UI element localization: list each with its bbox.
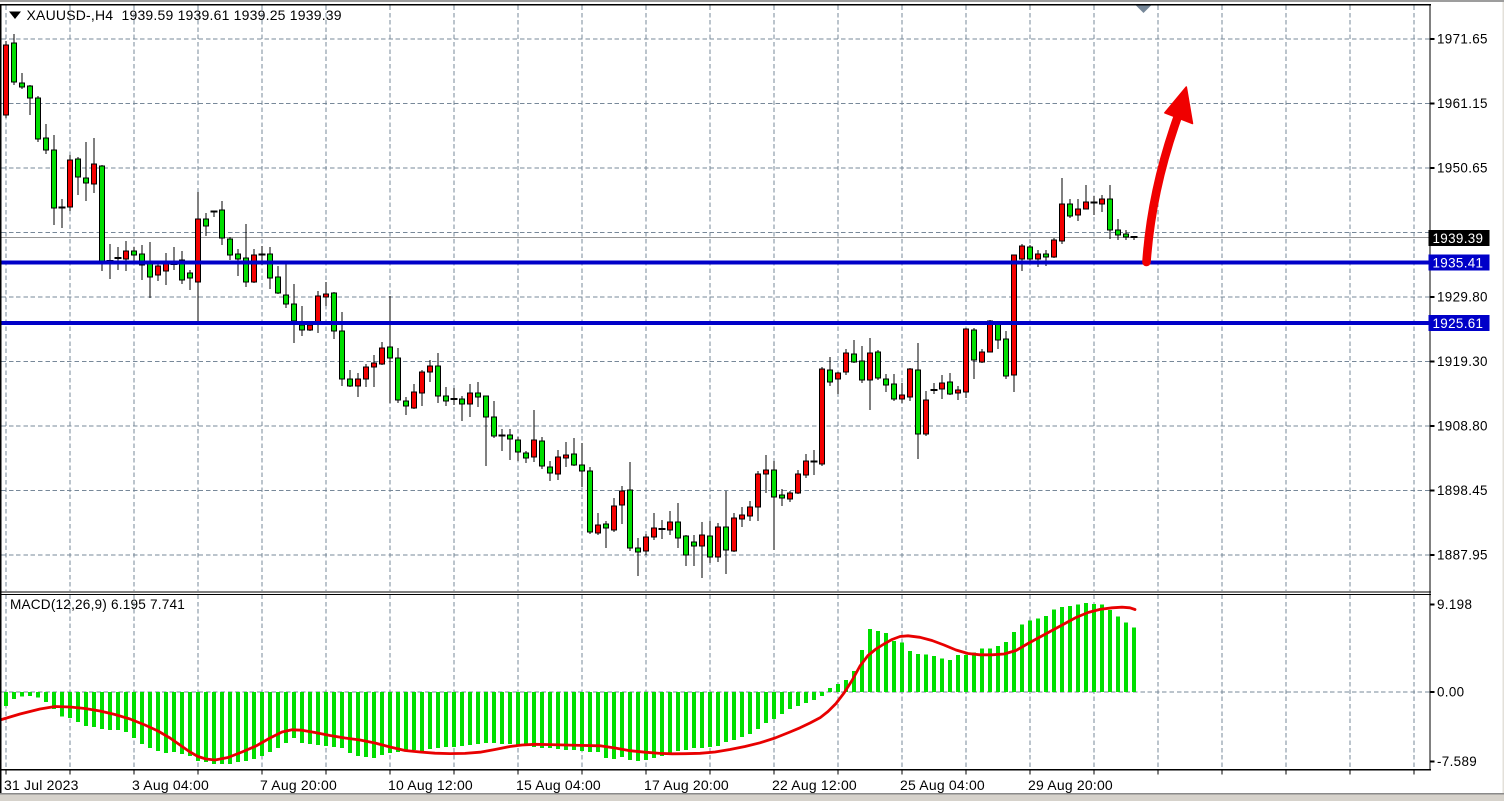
svg-text:25 Aug 04:00: 25 Aug 04:00 bbox=[900, 777, 985, 793]
svg-text:1919.30: 1919.30 bbox=[1437, 354, 1488, 369]
svg-text:1908.80: 1908.80 bbox=[1437, 419, 1488, 434]
svg-text:15 Aug 04:00: 15 Aug 04:00 bbox=[516, 777, 601, 793]
svg-text:1950.65: 1950.65 bbox=[1437, 161, 1488, 176]
svg-text:10 Aug 12:00: 10 Aug 12:00 bbox=[388, 777, 473, 793]
svg-text:1971.65: 1971.65 bbox=[1437, 32, 1488, 47]
svg-text:9.198: 9.198 bbox=[1437, 597, 1472, 612]
svg-text:MACD(12,26,9) 6.195 7.741: MACD(12,26,9) 6.195 7.741 bbox=[10, 597, 185, 612]
svg-text:22 Aug 12:00: 22 Aug 12:00 bbox=[772, 777, 857, 793]
svg-text:1939.39: 1939.39 bbox=[1433, 231, 1484, 246]
svg-text:7 Aug 20:00: 7 Aug 20:00 bbox=[260, 777, 337, 793]
svg-text:XAUUSD-,H4 1939.59 1939.61 19: XAUUSD-,H4 1939.59 1939.61 1939.25 1939.… bbox=[27, 7, 342, 23]
svg-text:17 Aug 20:00: 17 Aug 20:00 bbox=[644, 777, 729, 793]
svg-text:31 Jul 2023: 31 Jul 2023 bbox=[4, 777, 79, 793]
svg-text:-7.589: -7.589 bbox=[1437, 754, 1477, 769]
svg-text:1929.80: 1929.80 bbox=[1437, 290, 1488, 305]
svg-text:0.00: 0.00 bbox=[1437, 685, 1464, 700]
svg-text:1935.41: 1935.41 bbox=[1433, 255, 1484, 270]
svg-text:3 Aug 04:00: 3 Aug 04:00 bbox=[132, 777, 209, 793]
svg-text:1898.45: 1898.45 bbox=[1437, 483, 1488, 498]
svg-text:1961.15: 1961.15 bbox=[1437, 96, 1488, 111]
svg-text:1925.61: 1925.61 bbox=[1433, 316, 1484, 331]
svg-text:1887.95: 1887.95 bbox=[1437, 548, 1488, 563]
svg-text:29 Aug 20:00: 29 Aug 20:00 bbox=[1028, 777, 1113, 793]
